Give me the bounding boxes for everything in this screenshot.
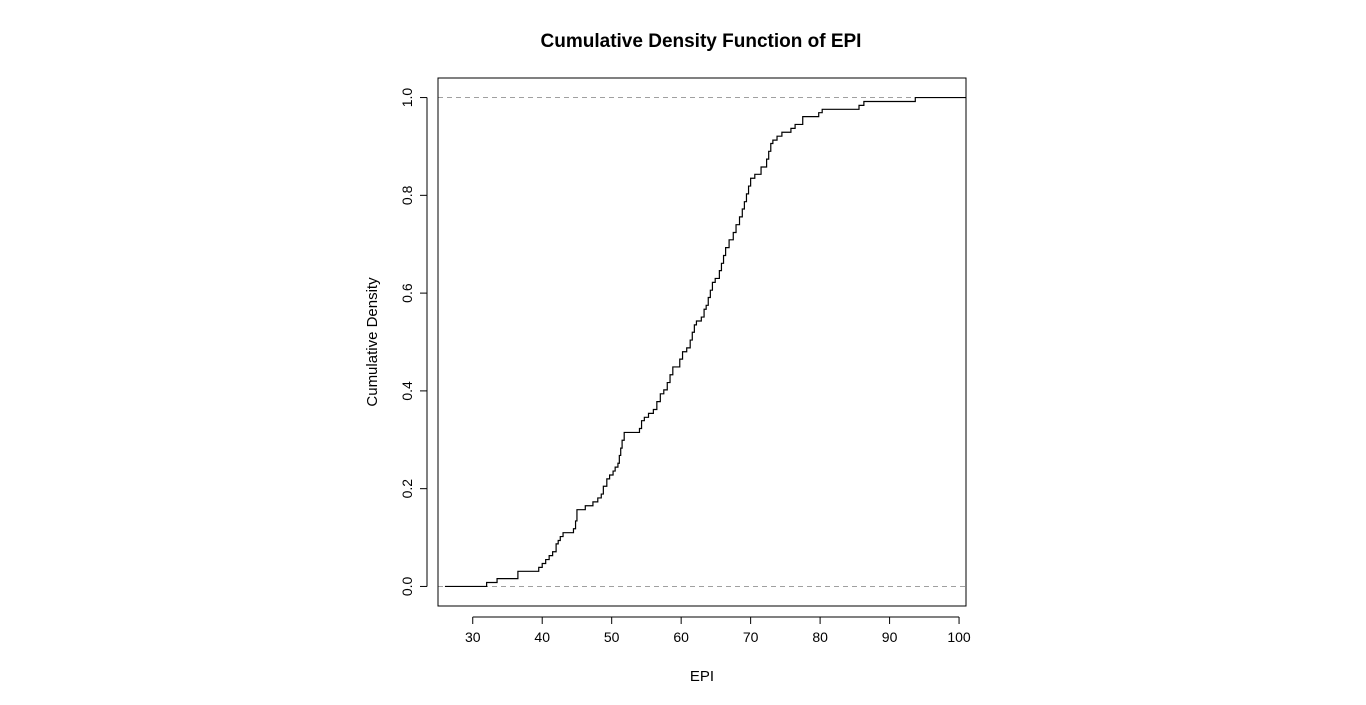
- chart-title: Cumulative Density Function of EPI: [541, 31, 862, 52]
- x-tick-label: 40: [534, 629, 550, 645]
- ecdf-step-line: [444, 96, 966, 588]
- y-tick-label: 0.2: [399, 479, 415, 499]
- x-tick-label: 100: [947, 629, 971, 645]
- x-tick-label: 90: [882, 629, 898, 645]
- x-axis: 30 40 50 60 70 80 90 100: [465, 616, 971, 645]
- x-tick-label: 30: [465, 629, 481, 645]
- y-tick-label: 0.0: [399, 577, 415, 597]
- y-axis: 0.0 0.2 0.4 0.6 0.8 1.0: [399, 88, 428, 597]
- x-tick-label: 60: [673, 629, 689, 645]
- y-tick-label: 0.4: [399, 381, 415, 401]
- x-tick-label: 80: [812, 629, 828, 645]
- plot-frame: [437, 77, 967, 607]
- x-tick-label: 70: [743, 629, 759, 645]
- x-tick-label: 50: [604, 629, 620, 645]
- y-axis-label: Cumulative Density: [364, 277, 381, 407]
- reference-lines: [438, 97, 966, 587]
- y-tick-label: 1.0: [399, 88, 415, 108]
- x-axis-label: EPI: [690, 668, 714, 685]
- y-tick-label: 0.8: [399, 185, 415, 205]
- y-tick-label: 0.6: [399, 283, 415, 303]
